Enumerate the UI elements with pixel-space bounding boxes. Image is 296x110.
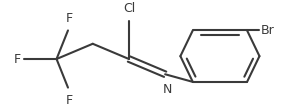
Text: Br: Br [260, 24, 274, 37]
Text: Cl: Cl [123, 2, 135, 15]
Text: F: F [14, 52, 21, 66]
Text: F: F [65, 94, 73, 107]
Text: N: N [163, 83, 172, 96]
Text: F: F [65, 12, 73, 25]
